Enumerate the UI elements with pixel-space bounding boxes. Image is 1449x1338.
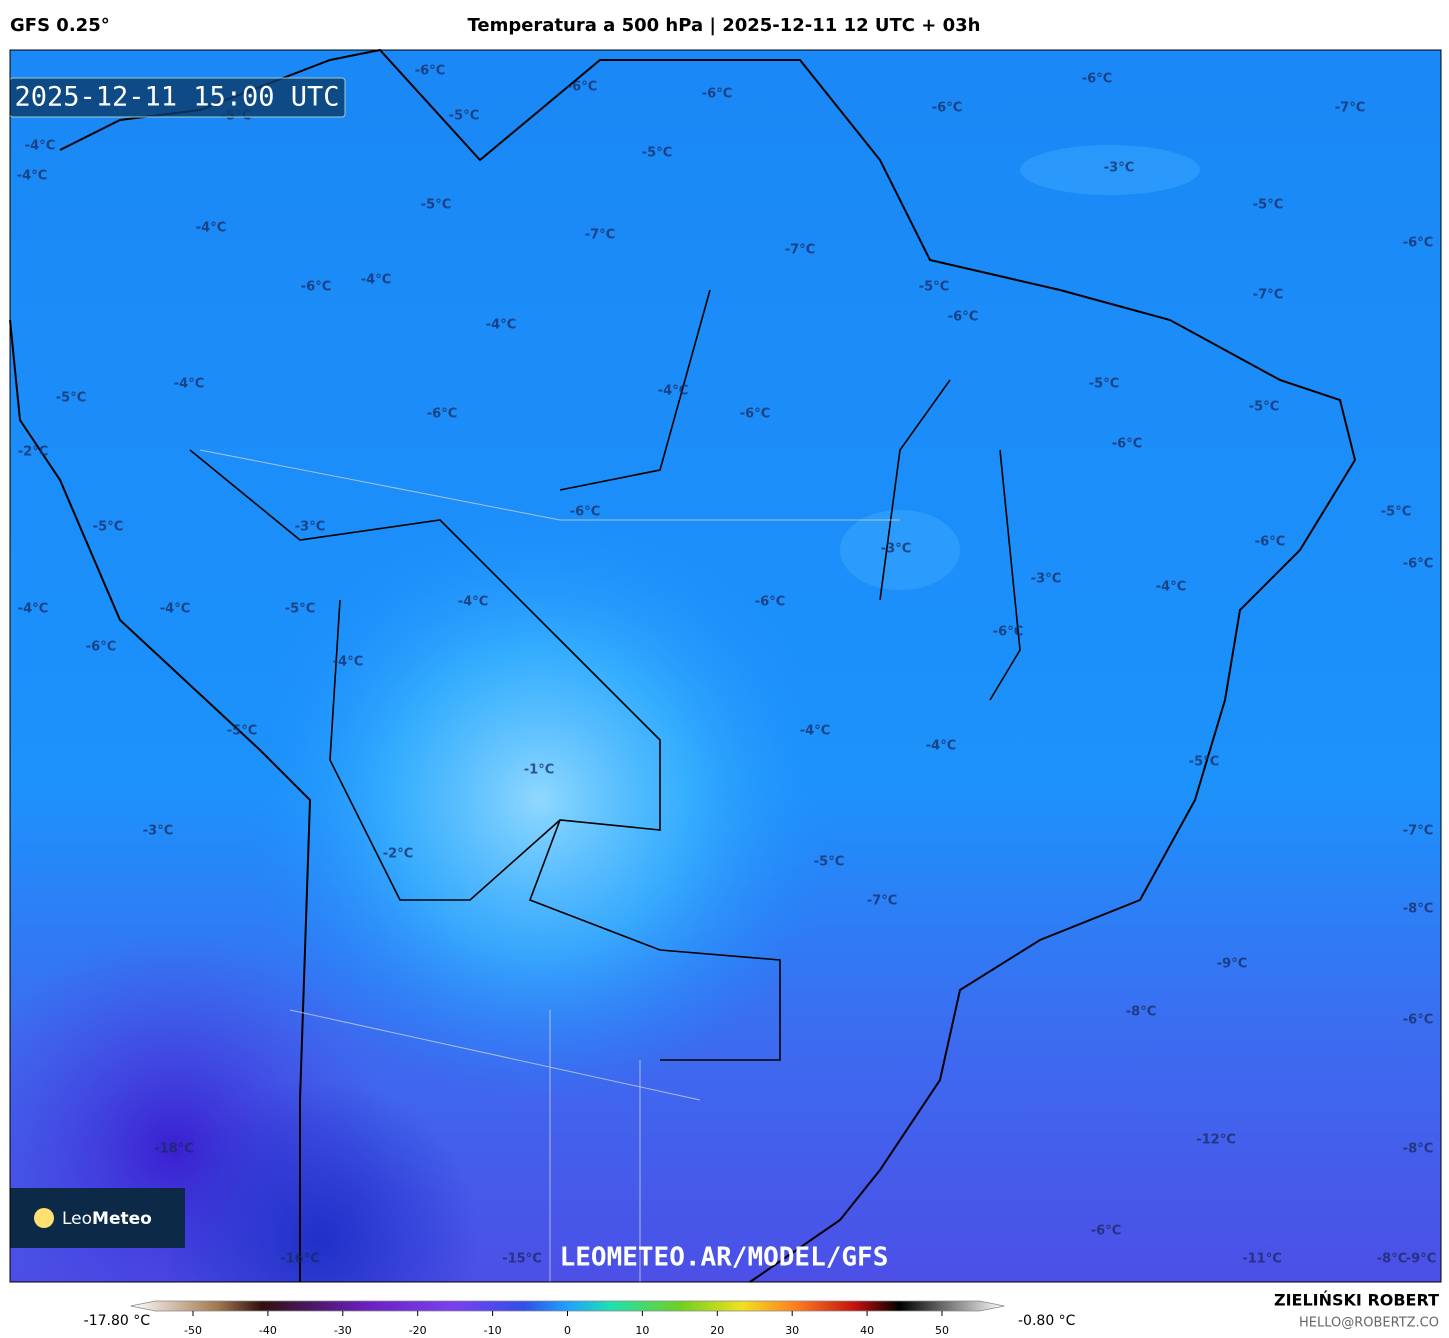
colorbar-tick-label: 20	[710, 1324, 724, 1337]
colorbar-tick-label: 50	[935, 1324, 949, 1337]
temperature-label: -5°C	[814, 855, 844, 870]
temperature-label: -2°C	[383, 847, 413, 862]
temperature-label: -6°C	[1082, 72, 1112, 87]
temperature-label: -6°C	[1403, 1013, 1433, 1028]
temperature-label: -4°C	[361, 273, 391, 288]
temperature-label: -8°C	[1377, 1252, 1407, 1267]
temperature-label: -6°C	[1403, 557, 1433, 572]
temperature-label: -15°C	[502, 1252, 542, 1267]
temperature-label: -6°C	[932, 101, 962, 116]
temperature-label: -4°C	[196, 221, 226, 236]
temperature-label: -4°C	[800, 724, 830, 739]
temperature-label: -5°C	[1189, 755, 1219, 770]
email: HELLO@ROBERTZ.CO	[1299, 1316, 1439, 1331]
colorbar-tick-label: -40	[259, 1324, 277, 1337]
temperature-label: -5°C	[421, 198, 451, 213]
temperature-label: -4°C	[458, 595, 488, 610]
temperature-label: -6°C	[702, 87, 732, 102]
temperature-label: -3°C	[1104, 161, 1134, 176]
temperature-label: -7°C	[585, 228, 615, 243]
temperature-label: -7°C	[785, 243, 815, 258]
colorbar-tick-label: 30	[785, 1324, 799, 1337]
temperature-label: -4°C	[333, 655, 363, 670]
temperature-label: -7°C	[1253, 288, 1283, 303]
temperature-label: -9°C	[1217, 957, 1247, 972]
map-title: Temperatura a 500 hPa | 2025-12-11 12 UT…	[467, 15, 980, 36]
temperature-label: -4°C	[1156, 580, 1186, 595]
temperature-label: -5°C	[227, 724, 257, 739]
temperature-label: -5°C	[919, 280, 949, 295]
temperature-label: -5°C	[449, 109, 479, 124]
logo-light: Leo	[62, 1209, 92, 1229]
colorbar-max: -0.80 °C	[1018, 1313, 1076, 1329]
colorbar-tick-label: -10	[484, 1324, 502, 1337]
temperature-label: -6°C	[86, 640, 116, 655]
temperature-label: -3°C	[295, 520, 325, 535]
temperature-label: -5°C	[1253, 198, 1283, 213]
map	[9, 48, 1441, 1283]
temperature-label: -4°C	[926, 739, 956, 754]
temperature-label: -3°C	[881, 542, 911, 557]
temperature-label: -5°C	[642, 146, 672, 161]
temperature-label: -6°C	[1403, 236, 1433, 251]
colorbar-tick-label: 10	[635, 1324, 649, 1337]
temperature-label: -4°C	[658, 384, 688, 399]
temperature-label: -12°C	[1196, 1133, 1236, 1148]
model-name: GFS 0.25°	[10, 15, 110, 36]
temperature-label: -6°C	[415, 64, 445, 79]
colorbar-tick-label: -50	[184, 1324, 202, 1337]
temperature-label: -5°C	[285, 602, 315, 617]
temperature-label: -5°C	[1249, 400, 1279, 415]
logo: LeoMeteo	[62, 1209, 152, 1229]
temperature-label: -5°C	[1381, 505, 1411, 520]
temperature-label: -4°C	[18, 602, 48, 617]
temperature-label: -4°C	[25, 139, 55, 154]
temperature-label: -6°C	[427, 407, 457, 422]
temperature-label: -4°C	[17, 169, 47, 184]
temperature-label: -4°C	[174, 377, 204, 392]
timestamp: 2025-12-11 15:00 UTC	[14, 82, 339, 113]
temperature-label: -6°C	[740, 407, 770, 422]
temperature-label: -6°C	[948, 310, 978, 325]
temperature-label: -6°C	[1091, 1224, 1121, 1239]
temperature-label: -7°C	[1403, 824, 1433, 839]
temperature-label: -3°C	[143, 824, 173, 839]
temperature-label: -16°C	[280, 1252, 320, 1267]
map-frame	[9, 49, 1442, 1283]
temperature-label: -8°C	[1403, 1142, 1433, 1157]
logo-sun	[34, 1208, 54, 1228]
colorbar-min: -17.80 °C	[84, 1313, 151, 1329]
logo-bold: Meteo	[92, 1209, 152, 1229]
temperature-label: -7°C	[1335, 101, 1365, 116]
temperature-label: -5°C	[1089, 377, 1119, 392]
temperature-label: -7°C	[867, 894, 897, 909]
temperature-label: -11°C	[1242, 1252, 1282, 1267]
temperature-label: -9°C	[1406, 1252, 1436, 1267]
temperature-label: -6°C	[570, 505, 600, 520]
temperature-label: -6°C	[301, 280, 331, 295]
temperature-label: -5°C	[93, 520, 123, 535]
colorbar-tick-label: -30	[334, 1324, 352, 1337]
colorbar-tick-label: -20	[409, 1324, 427, 1337]
temperature-label: -8°C	[1126, 1005, 1156, 1020]
colorbar	[130, 1300, 1005, 1312]
temperature-label: -6°C	[993, 625, 1023, 640]
temperature-label: -6°C	[755, 595, 785, 610]
colorbar-tick-label: 0	[564, 1324, 571, 1337]
author: ZIELIŃSKI ROBERT	[1274, 1291, 1439, 1310]
temperature-label: -5°C	[56, 391, 86, 406]
temperature-label: -8°C	[1403, 902, 1433, 917]
temperature-label: -2°C	[18, 445, 48, 460]
temperature-label: -6°C	[1255, 535, 1285, 550]
temperature-label: -6°C	[1112, 437, 1142, 452]
temperature-label: -18°C	[154, 1142, 194, 1157]
temperature-label: -6°C	[567, 80, 597, 95]
temperature-label: -4°C	[486, 318, 516, 333]
colorbar-tick-label: 40	[860, 1324, 874, 1337]
temperature-label: -3°C	[1031, 572, 1061, 587]
watermark: LEOMETEO.AR/MODEL/GFS	[560, 1243, 889, 1273]
temperature-label: -4°C	[160, 602, 190, 617]
temperature-label: -1°C	[524, 763, 554, 778]
